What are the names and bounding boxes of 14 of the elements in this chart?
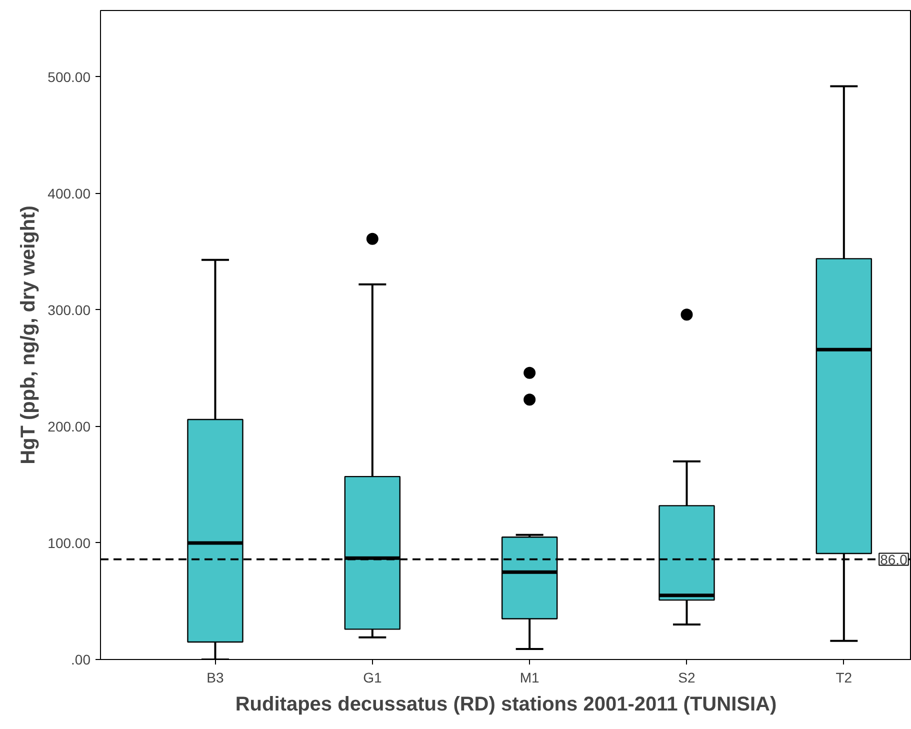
y-tick-label: .00 — [71, 652, 91, 668]
x-tick-label: T2 — [836, 670, 852, 686]
x-tick-label: M1 — [520, 670, 540, 686]
x-tick-label: B3 — [206, 670, 224, 686]
y-tick-label: 500.00 — [48, 68, 91, 85]
x-tick-label: G1 — [363, 670, 382, 686]
y-tick-label: 200.00 — [48, 418, 91, 434]
y-tick-label: 100.00 — [48, 534, 91, 551]
y-tick-label: 400.00 — [48, 185, 91, 202]
ref-line-label: 86.0 — [880, 551, 908, 568]
x-tick-label: S2 — [678, 670, 696, 686]
y-tick-label: 300.00 — [48, 302, 91, 318]
x-axis-title: Ruditapes decussatus (RD) stations 2001-2011 (TUNISIA) — [235, 694, 777, 716]
y-axis-title: HgT (ppb, ng/g, dry weight) — [18, 206, 40, 464]
